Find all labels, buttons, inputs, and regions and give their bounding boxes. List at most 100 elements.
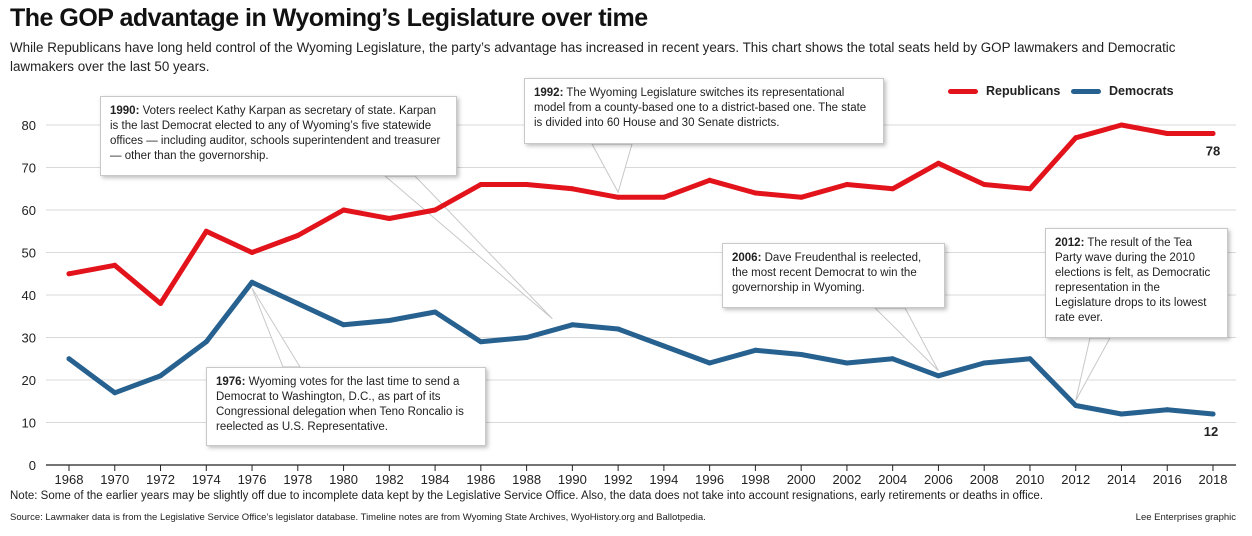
data-point-democrats [432, 309, 438, 315]
data-point-republicans [203, 228, 209, 234]
data-point-republicans [478, 182, 484, 187]
legend-item-republicans: Republicans [948, 84, 1060, 98]
data-point-democrats [158, 373, 164, 379]
x-tick-label: 1968 [55, 472, 84, 487]
x-tick-label: 2012 [1061, 472, 1090, 487]
annotation-1976: 1976: Wyoming votes for the last time to… [206, 367, 486, 446]
data-point-republicans [661, 194, 667, 200]
x-tick-label: 1986 [466, 472, 495, 487]
annotation-text: Voters reelect Kathy Karpan as secretary… [110, 105, 441, 162]
y-tick-label: 0 [29, 458, 36, 473]
data-point-republicans [295, 233, 301, 238]
data-point-democrats [478, 339, 484, 345]
annotation-1990: 1990: Voters reelect Kathy Karpan as sec… [100, 96, 457, 176]
y-tick-label: 70 [22, 161, 36, 176]
data-point-republicans [341, 207, 347, 213]
x-tick-label: 1998 [741, 472, 770, 487]
data-point-republicans [1210, 131, 1216, 136]
data-point-democrats [752, 347, 758, 353]
data-point-democrats [890, 356, 896, 362]
data-point-republicans [615, 194, 621, 200]
data-point-republicans [707, 177, 713, 183]
annotation-1992: 1992: The Wyoming Legislature switches i… [524, 78, 884, 144]
data-point-republicans [981, 182, 987, 187]
x-tick-label: 1978 [283, 472, 312, 487]
annotation-pointer [383, 175, 553, 320]
data-point-republicans [386, 216, 392, 221]
x-tick-label: 1974 [192, 472, 221, 487]
annotation-2012: 2012: The result of the Tea Party wave d… [1045, 228, 1228, 338]
data-point-republicans [1118, 122, 1124, 128]
data-point-democrats [935, 373, 941, 379]
data-point-republicans [524, 182, 530, 187]
data-point-democrats [386, 318, 392, 323]
data-point-democrats [1118, 411, 1124, 417]
x-tick-label: 1976 [238, 472, 267, 487]
data-point-democrats [203, 339, 209, 345]
x-tick-label: 1990 [558, 472, 587, 487]
chart-credit: Lee Enterprises graphic [1135, 512, 1236, 523]
data-point-democrats [707, 360, 713, 366]
data-point-democrats [981, 360, 987, 366]
data-point-democrats [249, 279, 255, 285]
y-tick-label: 20 [22, 373, 36, 388]
x-tick-label: 1994 [649, 472, 678, 487]
x-tick-label: 1988 [512, 472, 541, 487]
x-tick-label: 2004 [878, 472, 907, 487]
data-point-democrats [341, 322, 347, 328]
x-tick-label: 2000 [787, 472, 816, 487]
annotation-year: 2012: [1055, 237, 1085, 249]
data-point-republicans [569, 186, 575, 192]
chart-subtitle: While Republicans have long held control… [10, 40, 1176, 74]
data-point-democrats [524, 335, 530, 340]
annotation-pointer [873, 307, 939, 372]
annotation-2006: 2006: Dave Freudenthal is reelected, the… [722, 243, 945, 308]
legend-item-democrats: Democrats [1071, 84, 1174, 98]
x-tick-label: 1970 [100, 472, 129, 487]
chart-source: Source: Lawmaker data is from the Legisl… [10, 512, 706, 523]
data-point-republicans [1073, 135, 1079, 141]
annotation-text: Wyoming votes for the last time to send … [216, 376, 464, 433]
y-tick-label: 50 [22, 246, 36, 261]
series-line-republicans [66, 122, 1216, 306]
data-point-republicans [158, 301, 164, 306]
x-tick-label: 1982 [375, 472, 404, 487]
series-line-democrats [66, 279, 1216, 417]
data-point-republicans [66, 271, 72, 277]
annotation-year: 2006: [732, 252, 762, 264]
end-label-democrats: 12 [1204, 424, 1218, 439]
legend-label-republicans: Republicans [986, 84, 1061, 98]
annotation-pointer [591, 143, 633, 194]
x-tick-label: 2002 [832, 472, 861, 487]
data-point-democrats [1027, 356, 1033, 362]
x-tick-label: 1992 [604, 472, 633, 487]
data-point-democrats [1164, 407, 1170, 413]
annotation-year: 1990: [110, 105, 140, 117]
x-tick-label: 2006 [924, 472, 953, 487]
chart-note: Note: Some of the earlier years may be s… [10, 490, 1044, 502]
y-tick-label: 40 [22, 288, 36, 303]
data-point-democrats [798, 352, 804, 357]
annotation-text: Dave Freudenthal is reelected, the most … [732, 252, 922, 294]
y-tick-label: 30 [22, 331, 36, 346]
x-tick-label: 1972 [146, 472, 175, 487]
end-label-republicans: 78 [1206, 144, 1220, 159]
data-point-democrats [295, 301, 301, 306]
data-point-republicans [798, 194, 804, 200]
legend-label-democrats: Democrats [1109, 84, 1174, 98]
chart-title: The GOP advantage in Wyoming’s Legislatu… [10, 4, 648, 32]
data-point-democrats [66, 356, 72, 362]
data-point-republicans [1164, 131, 1170, 136]
data-point-republicans [112, 262, 118, 268]
y-tick-label: 80 [22, 118, 36, 133]
annotation-year: 1992: [534, 87, 564, 99]
x-tick-label: 2008 [970, 472, 999, 487]
data-point-democrats [1073, 403, 1079, 408]
x-tick-label: 2018 [1199, 472, 1228, 487]
x-tick-label: 2016 [1153, 472, 1182, 487]
data-point-democrats [844, 360, 850, 366]
x-tick-label: 2010 [1015, 472, 1044, 487]
x-tick-label: 1980 [329, 472, 358, 487]
annotation-text: The result of the Tea Party wave during … [1055, 237, 1211, 324]
data-point-republicans [1027, 186, 1033, 192]
